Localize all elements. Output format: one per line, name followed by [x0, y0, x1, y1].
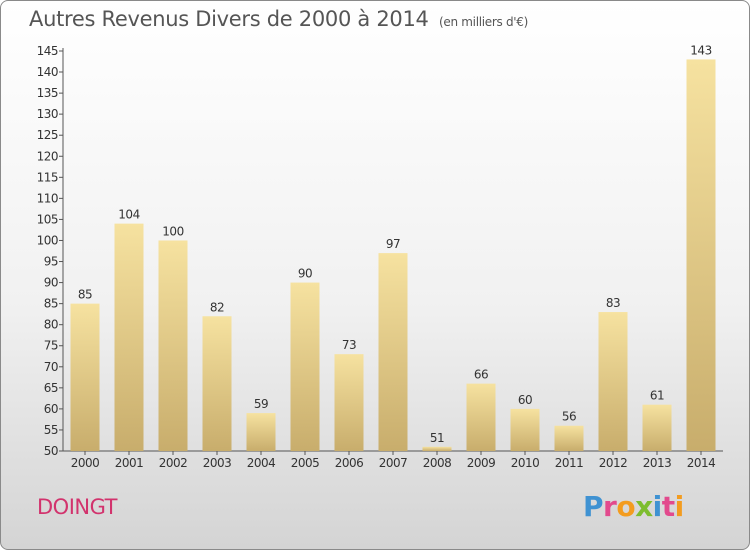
y-tick-label: 145: [37, 44, 58, 58]
bar-2010: [510, 408, 540, 451]
logo-letter: i: [652, 490, 663, 523]
y-tick-label: 130: [37, 107, 58, 121]
x-tick-label-2008: 2008: [423, 456, 452, 470]
x-tick-label-2003: 2003: [203, 456, 232, 470]
value-label-2009: 66: [474, 368, 488, 382]
bar-2014: [686, 59, 716, 451]
y-tick-label: 60: [44, 402, 58, 416]
x-tick-label-2004: 2004: [247, 456, 276, 470]
chart-title-text: Autres Revenus Divers de 2000 à 2014: [29, 7, 429, 31]
bar-2012: [598, 312, 628, 451]
y-tick-label: 80: [44, 318, 58, 332]
logo-letter: x: [635, 490, 653, 523]
x-tick-label-2010: 2010: [511, 456, 540, 470]
bar-2011: [554, 425, 584, 451]
bar-2004: [246, 413, 276, 451]
y-tick-label: 135: [37, 86, 58, 100]
logo-letter: o: [616, 490, 636, 523]
y-tick-label: 105: [37, 212, 58, 226]
y-tick-label: 55: [44, 423, 58, 437]
x-tick-label-2007: 2007: [379, 456, 408, 470]
value-label-2001: 104: [118, 208, 139, 222]
value-label-2007: 97: [386, 237, 400, 251]
bar-2008: [422, 446, 452, 451]
value-label-2004: 59: [254, 397, 268, 411]
value-label-2012: 83: [606, 296, 620, 310]
y-tick-label: 65: [44, 381, 58, 395]
bar-2003: [202, 316, 232, 451]
value-label-2002: 100: [162, 224, 183, 238]
x-tick-label-2009: 2009: [467, 456, 496, 470]
value-label-2013: 61: [650, 389, 664, 403]
y-tick-label: 125: [37, 128, 58, 142]
x-tick-label-2001: 2001: [115, 456, 144, 470]
y-tick-label: 140: [37, 65, 58, 79]
town-name: DOINGT: [37, 495, 117, 519]
proxiti-logo: Proxiti: [583, 490, 684, 523]
chart-bars: [70, 59, 716, 451]
value-label-2006: 73: [342, 338, 356, 352]
bar-2006: [334, 354, 364, 451]
bar-2013: [642, 404, 672, 451]
logo-letter: P: [583, 490, 604, 523]
value-label-2011: 56: [562, 410, 576, 424]
bar-2005: [290, 282, 320, 451]
y-tick-label: 120: [37, 149, 58, 163]
x-tick-label-2014: 2014: [687, 456, 716, 470]
logo-letter: t: [661, 490, 675, 523]
logo-letter: r: [603, 490, 617, 523]
value-label-2014: 143: [690, 43, 711, 57]
x-tick-label-2005: 2005: [291, 456, 320, 470]
bar-2000: [70, 303, 100, 451]
bar-2007: [378, 253, 408, 451]
bar-2001: [114, 223, 144, 451]
x-tick-label-2000: 2000: [71, 456, 100, 470]
y-tick-label: 115: [37, 170, 58, 184]
x-tick-label-2006: 2006: [335, 456, 364, 470]
chart-subtitle: (en milliers d'€): [439, 15, 529, 29]
value-label-2010: 60: [518, 393, 532, 407]
x-tick-label-2013: 2013: [643, 456, 672, 470]
x-tick-label-2012: 2012: [599, 456, 628, 470]
x-tick-label-2011: 2011: [555, 456, 584, 470]
y-tick-label: 70: [44, 360, 58, 374]
y-tick-label: 85: [44, 297, 58, 311]
y-tick-label: 110: [37, 191, 58, 205]
chart-title: Autres Revenus Divers de 2000 à 2014 (en…: [29, 7, 528, 31]
x-tick-label-2002: 2002: [159, 456, 188, 470]
y-tick-label: 100: [37, 233, 58, 247]
value-label-2005: 90: [298, 267, 312, 281]
logo-letter: i: [674, 490, 685, 523]
y-tick-label: 50: [44, 444, 58, 458]
y-tick-label: 75: [44, 339, 58, 353]
y-tick-label: 95: [44, 255, 58, 269]
value-label-2003: 82: [210, 300, 224, 314]
bar-2009: [466, 383, 496, 451]
value-label-2008: 51: [430, 431, 444, 445]
value-label-2000: 85: [78, 288, 92, 302]
chart-axes: 50 55 60 65 70 75 80 85 90 95 100 105 110 115 120 125 13…: [37, 44, 723, 470]
bar-2002: [158, 240, 188, 451]
y-tick-label: 90: [44, 276, 58, 290]
chart-labels: 85 104 100 82 59 90 73 97 51 66 60 56 83 61 143: [78, 43, 712, 444]
